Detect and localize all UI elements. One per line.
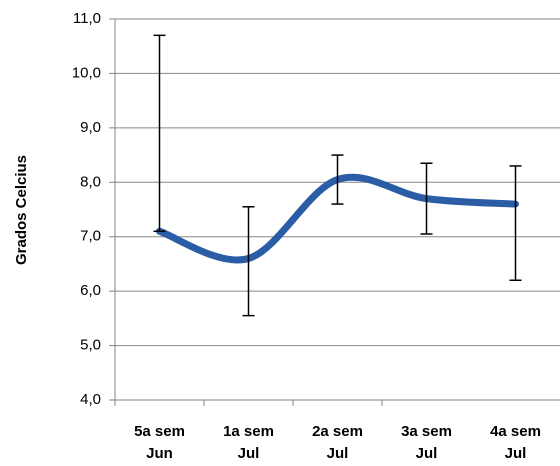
- x-tick-label-line: Jul: [416, 445, 438, 462]
- x-tick-label-line: Jun: [146, 445, 173, 462]
- y-tick-label: 5,0: [80, 337, 101, 354]
- y-tick-label: 7,0: [80, 228, 101, 245]
- x-tick-label-line: 4a sem: [490, 423, 541, 440]
- x-tick-label-line: 2a sem: [312, 423, 363, 440]
- x-tick-label-line: 3a sem: [401, 423, 452, 440]
- x-tick-label-line: 1a sem: [223, 423, 274, 440]
- x-tick-label: 3a sem Jul: [401, 423, 452, 462]
- y-tick-label: 8,0: [80, 173, 101, 190]
- y-tick-label: 4,0: [80, 391, 101, 408]
- x-tick-label-line: Jul: [327, 445, 349, 462]
- y-tick-label: 6,0: [80, 282, 101, 299]
- x-tick-label: 2a sem Jul: [312, 423, 363, 462]
- y-tick-label: 10,0: [72, 64, 101, 81]
- x-tick-label: 5a sem Jun: [134, 423, 185, 462]
- x-tick-label: 1a sem Jul: [223, 423, 274, 462]
- y-tick-label: 9,0: [80, 119, 101, 136]
- x-tick-label-line: 5a sem: [134, 423, 185, 440]
- x-tick-label: 4a sem Jul: [490, 423, 541, 462]
- y-tick-label: 11,0: [73, 10, 101, 27]
- x-tick-label-line: Jul: [505, 445, 527, 462]
- x-tick-label-line: Jul: [238, 445, 260, 462]
- y-axis-label: Grados Celcius: [13, 155, 30, 265]
